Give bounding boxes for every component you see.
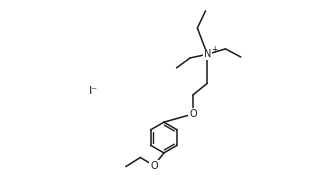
Text: N: N (204, 49, 211, 59)
Text: O: O (150, 161, 158, 171)
Text: I⁻: I⁻ (89, 85, 98, 96)
Text: +: + (211, 45, 218, 54)
Text: O: O (189, 109, 197, 119)
